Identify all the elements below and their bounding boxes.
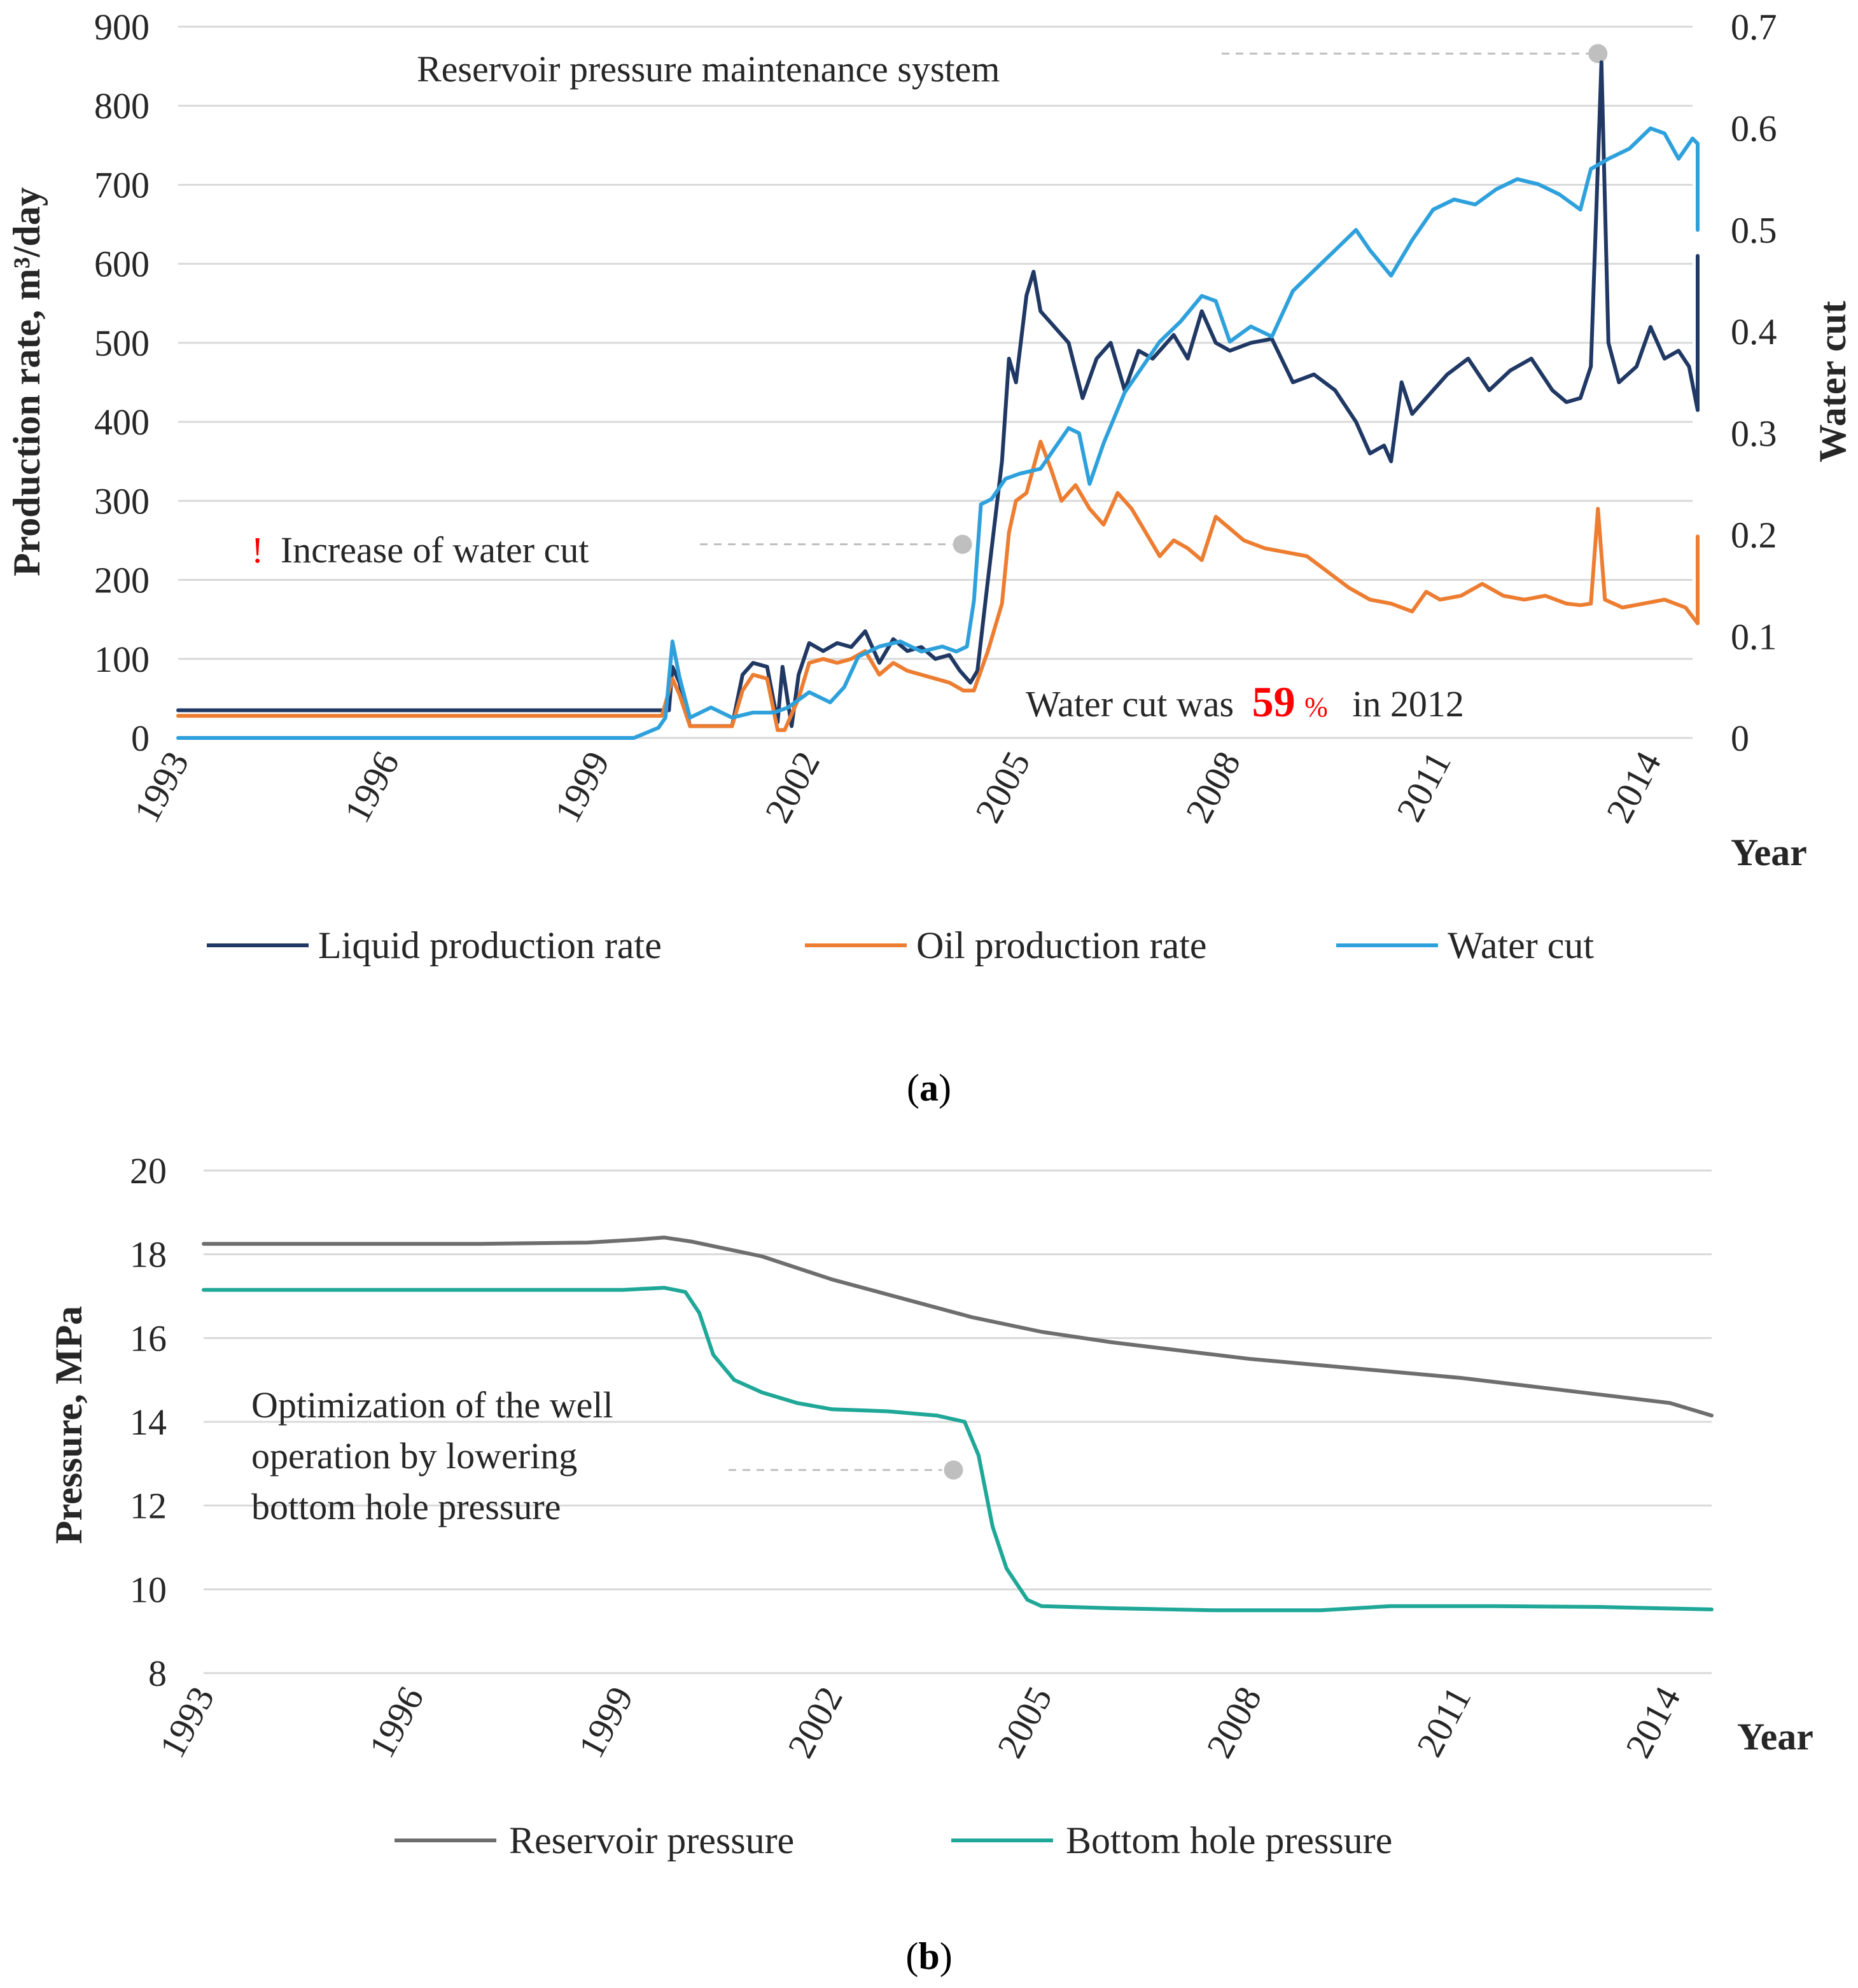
annotation-reservoir-pressure-maintenance-text: Reservoir pressure maintenance system <box>417 48 1000 90</box>
panel-a-y2-ticks: 0 0.1 0.2 0.3 0.4 0.5 0.6 0.7 <box>1731 6 1777 759</box>
y2-tick-label: 0.4 <box>1731 311 1777 352</box>
panel-a-y-axis-title-text: Production rate, m³/day <box>6 187 48 576</box>
panel-b-x-ticks: 1993 1996 1999 2002 2005 2008 2011 2014 <box>151 1680 1689 1765</box>
y-tick-label: 0 <box>131 718 150 759</box>
y-tick-label: 800 <box>94 85 150 127</box>
x-tick-label: 2014 <box>1598 745 1670 830</box>
x-tick-label: 1999 <box>547 745 618 830</box>
y-tick-label: 200 <box>94 560 150 601</box>
annotation-dot-optimization <box>944 1460 963 1480</box>
y-tick-label: 700 <box>94 164 150 205</box>
x-tick-label: 2008 <box>1198 1680 1269 1765</box>
y-tick-label: 8 <box>148 1653 167 1694</box>
x-tick-label: 2005 <box>989 1680 1060 1765</box>
y-tick-label: 900 <box>94 6 150 48</box>
panel-a-y2-axis-title-text: Water cut <box>1812 301 1854 462</box>
panel-b-y-axis-title-text: Pressure, MPa <box>48 1306 90 1544</box>
y-tick-label: 100 <box>94 639 150 680</box>
annotation-optimization-line-2: operation by lowering <box>251 1435 577 1477</box>
panel-a-leaders <box>700 44 1608 554</box>
annotation-reservoir-pressure-maintenance: Reservoir pressure maintenance system <box>417 48 1000 90</box>
panel-b-series <box>202 1235 1714 1613</box>
annotation-optimization: Optimization of the well operation by lo… <box>251 1384 622 1527</box>
legend-label-oil: Oil production rate <box>916 924 1207 966</box>
annotation-water-cut-prefix: Water cut was <box>1026 683 1234 725</box>
panel-b-y-ticks: 8 10 12 14 16 18 20 <box>130 1150 167 1694</box>
y-tick-label: 400 <box>94 401 150 443</box>
y2-tick-label: 0.1 <box>1731 616 1777 657</box>
panel-a-label-letter: a <box>919 1067 939 1109</box>
series-line-liquid-production-rate <box>176 60 1700 728</box>
y-tick-label: 14 <box>130 1401 167 1443</box>
x-tick-label: 2002 <box>779 1680 851 1765</box>
panel-a-y2-axis-title: Water cut <box>1812 301 1854 462</box>
legend-label-liquid: Liquid production rate <box>318 924 662 966</box>
y2-tick-label: 0.6 <box>1731 108 1777 149</box>
x-tick-label: 2011 <box>1409 1680 1479 1763</box>
y2-tick-label: 0.2 <box>1731 515 1777 556</box>
series-line-reservoir-pressure <box>202 1235 1714 1418</box>
x-tick-label: 2005 <box>967 745 1038 830</box>
y2-tick-label: 0.5 <box>1731 209 1777 251</box>
legend-label-reservoir: Reservoir pressure <box>509 1819 794 1861</box>
y2-tick-label: 0 <box>1731 718 1749 759</box>
annotation-water-cut-value: 59 <box>1252 678 1296 726</box>
annotation-water-cut-suffix: in 2012 <box>1352 683 1464 725</box>
y-tick-label: 12 <box>130 1485 167 1527</box>
panel-a-y-axis-title: Production rate, m³/day <box>6 187 48 576</box>
x-tick-label: 2011 <box>1388 745 1459 828</box>
panel-b-legend: Reservoir pressure Bottom hole pressure <box>395 1819 1392 1861</box>
series-line-water-cut <box>176 126 1700 740</box>
y-tick-label: 300 <box>94 480 150 522</box>
series-line-oil-production-rate <box>176 440 1700 732</box>
panel-a-x-ticks: 1993 1996 1999 2002 2005 2008 2011 2014 <box>126 745 1670 830</box>
y2-tick-label: 0.7 <box>1731 6 1777 48</box>
y2-tick-label: 0.3 <box>1731 413 1777 454</box>
panel-a-gridlines <box>178 25 1693 739</box>
y-tick-label: 600 <box>94 244 150 285</box>
legend-label-bottom-hole: Bottom hole pressure <box>1066 1819 1392 1861</box>
panel-b-leaders <box>729 1460 963 1480</box>
legend-label-water-cut: Water cut <box>1448 924 1594 966</box>
panel-b-label: (b) <box>905 1935 952 1977</box>
x-tick-label: 2008 <box>1177 745 1248 830</box>
warning-mark: ! <box>251 529 263 571</box>
panel-a-series <box>176 60 1700 740</box>
y-tick-label: 10 <box>130 1569 167 1610</box>
annotation-dot-reservoir <box>1588 44 1608 64</box>
x-tick-label: 1999 <box>570 1680 641 1765</box>
annotation-dot-water-cut <box>953 534 972 554</box>
x-tick-label: 1996 <box>336 745 407 830</box>
annotation-optimization-line-3: bottom hole pressure <box>251 1486 561 1527</box>
panel-a-legend: Liquid production rate Oil production ra… <box>207 924 1594 966</box>
panel-a-label: (a) <box>907 1067 951 1109</box>
y-tick-label: 18 <box>130 1234 167 1276</box>
annotation-increase-of-water-cut: ! Increase of water cut <box>251 529 589 571</box>
panel-b-x-axis-title: Year <box>1737 1716 1813 1758</box>
annotation-water-cut-unit: % <box>1304 692 1328 723</box>
y-tick-label: 500 <box>94 323 150 364</box>
y-tick-label: 16 <box>130 1317 167 1359</box>
x-tick-label: 2002 <box>757 745 828 830</box>
panel-b-label-letter: b <box>918 1935 939 1977</box>
annotation-water-cut-2012: Water cut was 59 % in 2012 <box>1026 678 1464 726</box>
series-line-bottom-hole-pressure <box>202 1286 1714 1613</box>
x-tick-label: 1996 <box>361 1680 432 1765</box>
panel-a-x-axis-title: Year <box>1731 831 1807 873</box>
x-tick-label: 2014 <box>1617 1680 1689 1765</box>
y-tick-label: 20 <box>130 1150 167 1192</box>
panel-b-y-axis-title: Pressure, MPa <box>48 1306 90 1544</box>
annotation-increase-of-water-cut-text: Increase of water cut <box>281 529 589 571</box>
annotation-optimization-line-1: Optimization of the well <box>251 1384 613 1426</box>
panel-b-x-axis-title-text: Year <box>1737 1716 1813 1758</box>
panel-a-x-axis-title-text: Year <box>1731 831 1807 873</box>
panel-a-y-ticks: 0 100 200 300 400 500 600 700 800 900 <box>94 6 150 759</box>
